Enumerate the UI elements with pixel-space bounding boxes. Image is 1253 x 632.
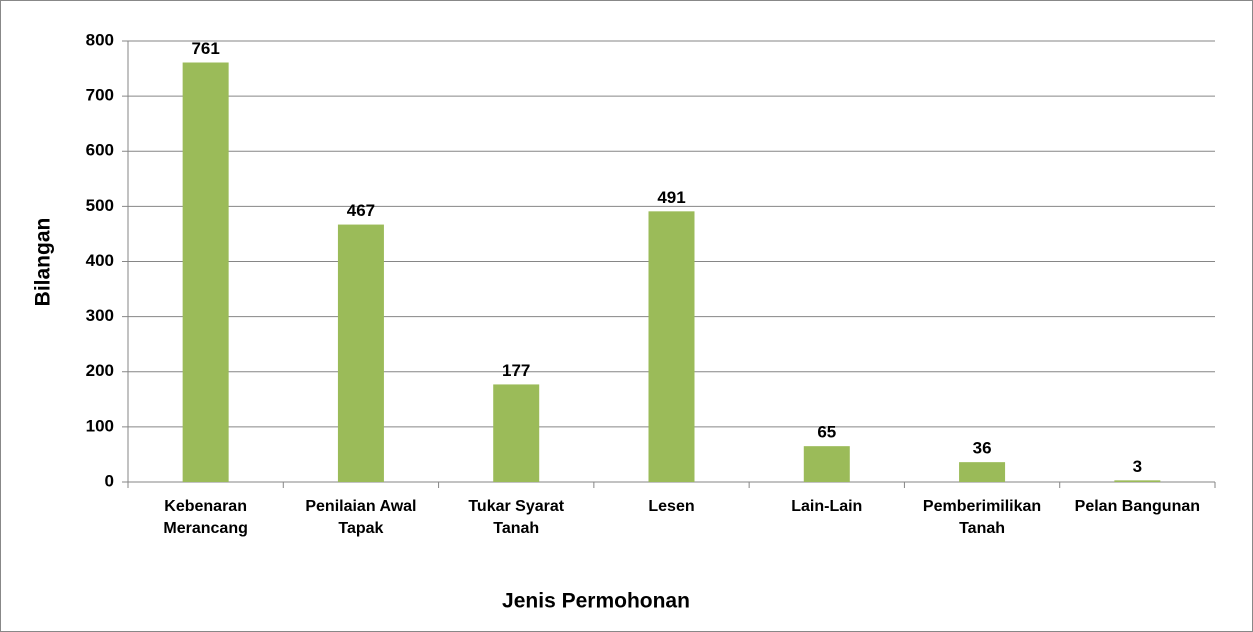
y-tick-label: 400 xyxy=(86,251,114,270)
x-tick-label: Lesen xyxy=(648,498,695,515)
x-tick-label: Penilaian Awal Tapak xyxy=(305,498,417,537)
y-tick-label: 800 xyxy=(86,30,114,49)
data-label: 467 xyxy=(347,201,375,220)
data-label: 36 xyxy=(973,439,992,458)
bar xyxy=(493,384,540,482)
data-label: 3 xyxy=(1133,457,1142,476)
x-axis-title: Jenis Permohonan xyxy=(502,590,690,613)
y-tick-label: 300 xyxy=(86,306,114,325)
x-tick-label: Tukar Syarat Tanah xyxy=(468,498,565,537)
x-tick-label: Lain-Lain xyxy=(791,498,863,515)
y-tick-label: 600 xyxy=(86,141,114,160)
y-tick-label: 700 xyxy=(86,86,114,105)
x-tick-label: Pelan Bangunan xyxy=(1074,498,1201,515)
y-tick-label: 200 xyxy=(86,361,114,380)
data-label: 65 xyxy=(817,423,836,442)
bar xyxy=(959,462,1006,482)
bar xyxy=(648,211,695,482)
bar xyxy=(803,446,850,482)
data-label: 761 xyxy=(191,39,219,58)
x-tick-label: Kebenaran Merancang xyxy=(163,498,248,537)
x-tick-label: Pemberimilikan Tanah xyxy=(922,498,1042,537)
bar xyxy=(182,62,229,482)
bar xyxy=(337,224,384,482)
data-label: 491 xyxy=(657,188,685,207)
y-tick-label: 0 xyxy=(105,471,114,490)
y-tick-label: 100 xyxy=(86,416,114,435)
data-label: 177 xyxy=(502,361,530,380)
bar xyxy=(1114,480,1161,482)
y-axis-title: Bilangan xyxy=(32,218,55,307)
y-tick-label: 500 xyxy=(86,196,114,215)
